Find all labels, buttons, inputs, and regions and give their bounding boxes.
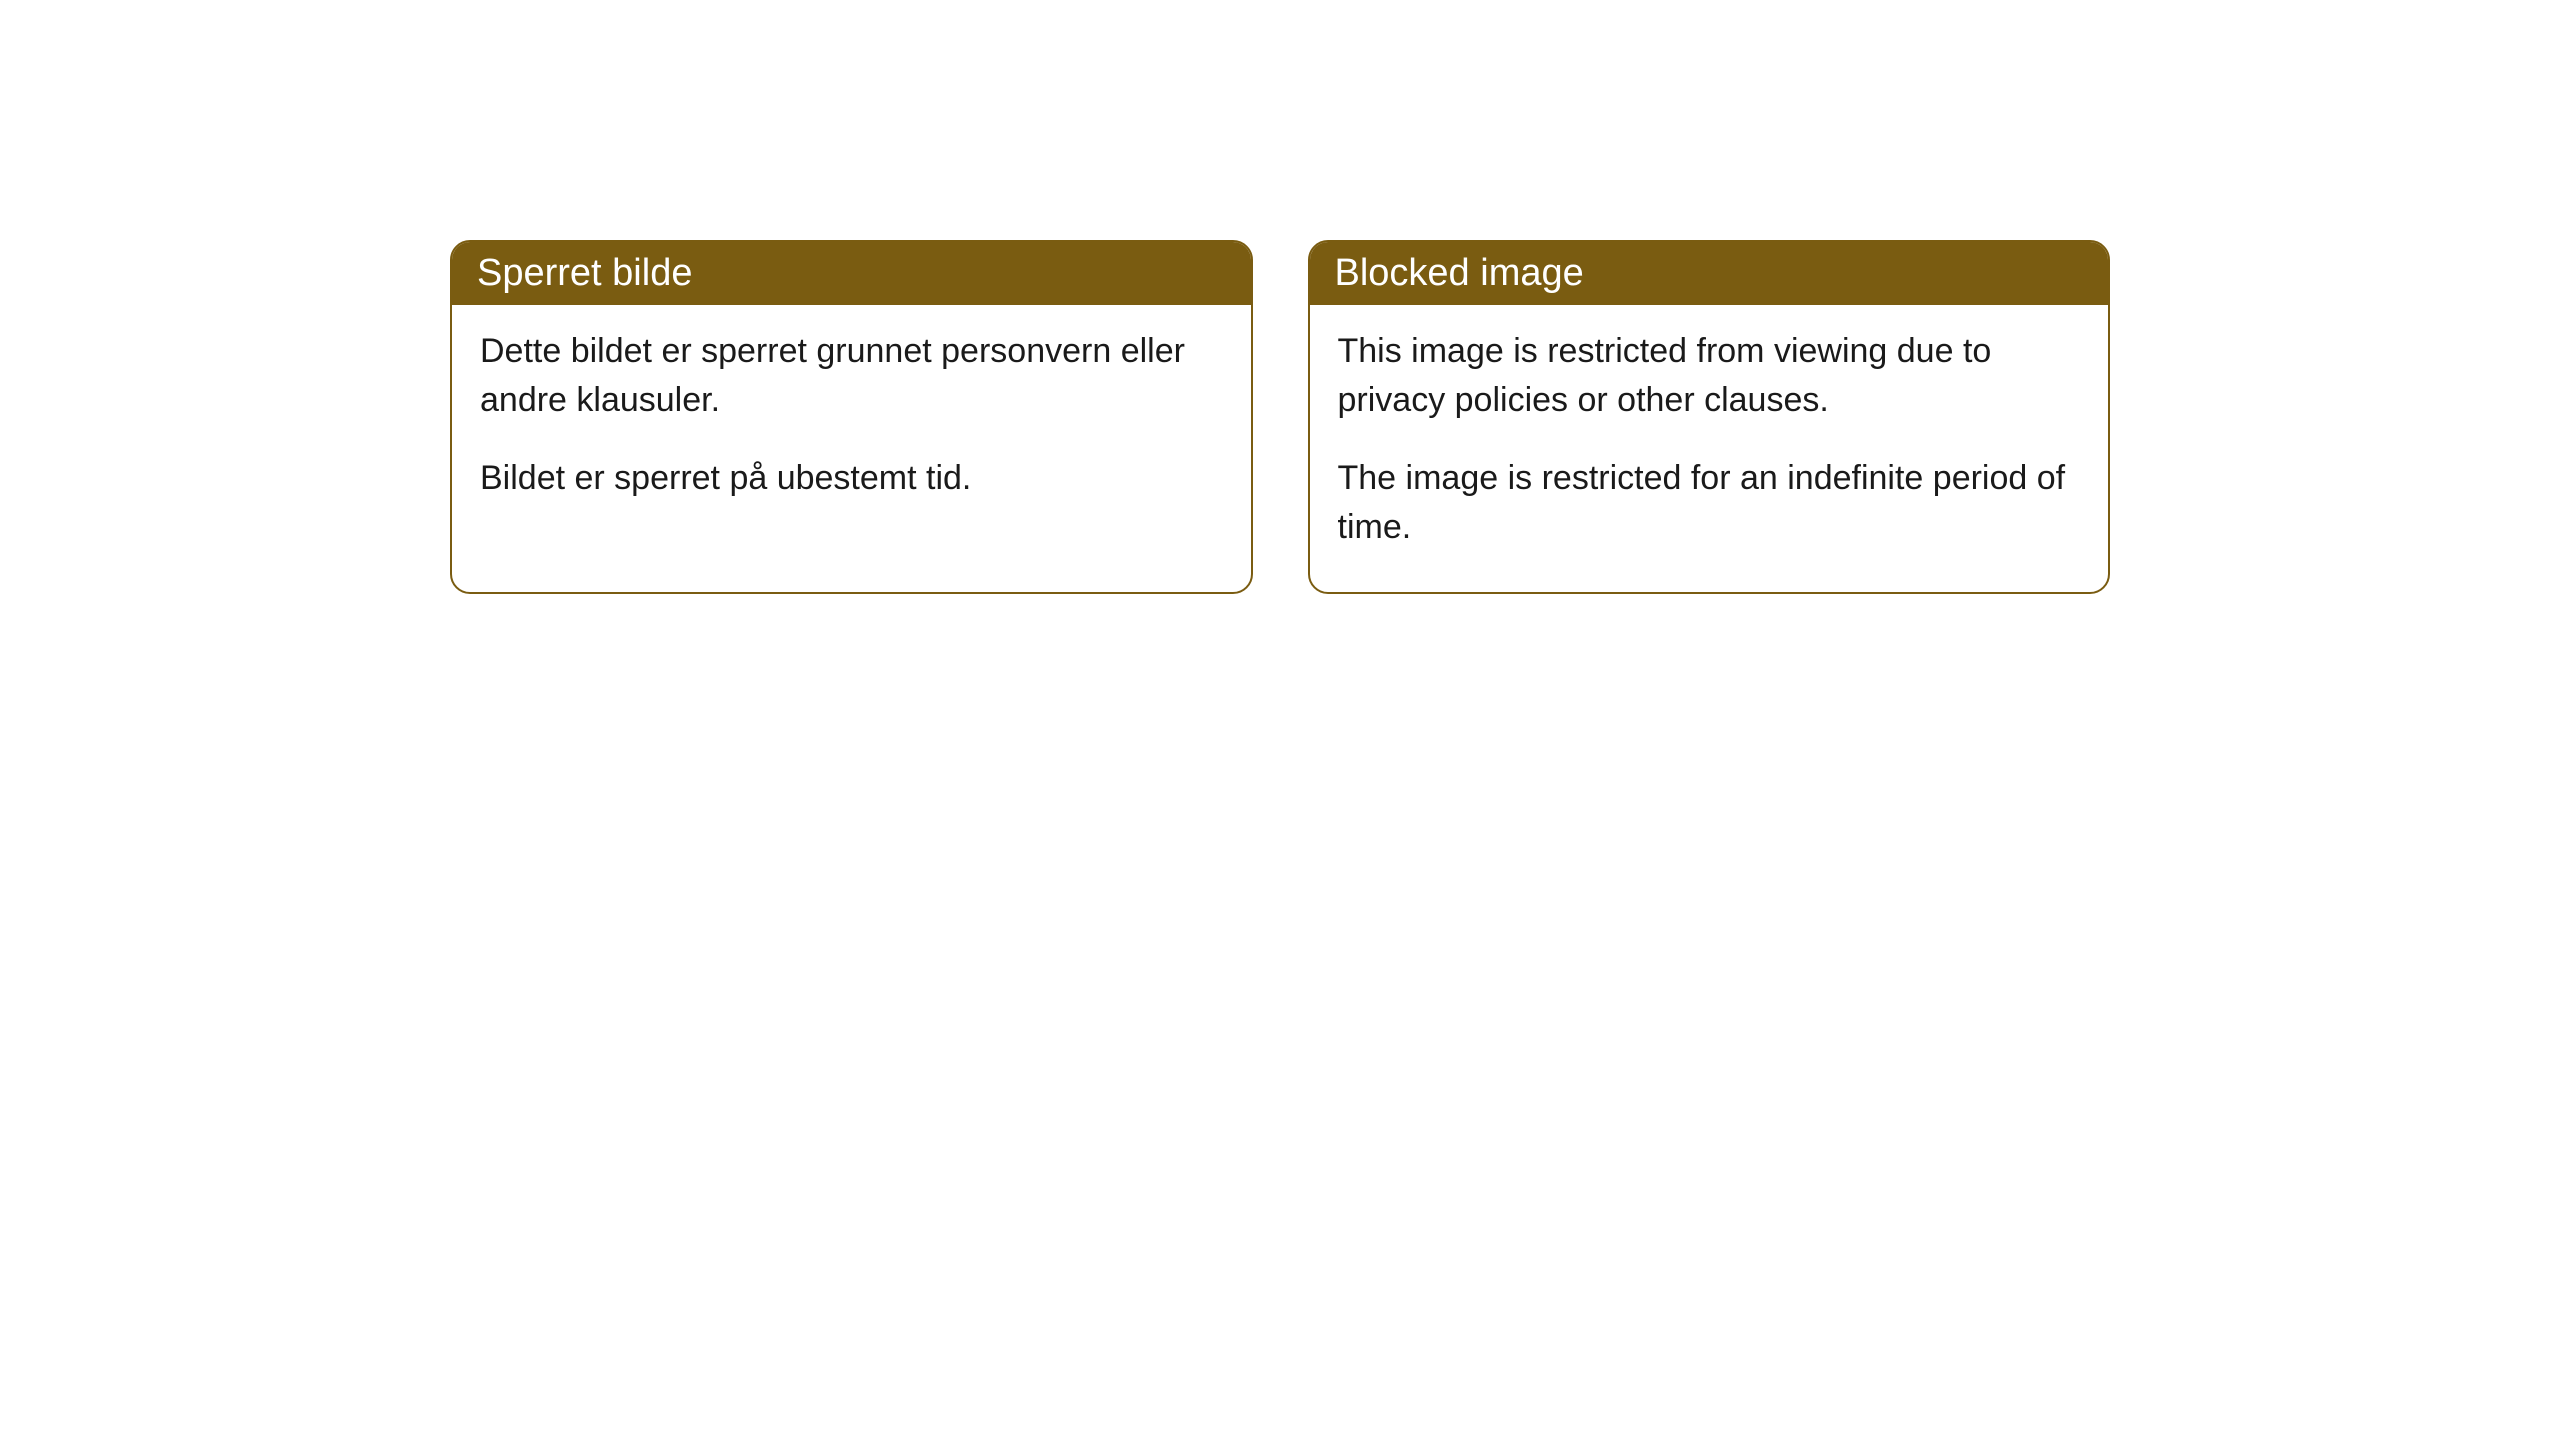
blocked-image-card-english: Blocked image This image is restricted f…: [1308, 240, 2111, 594]
card-header-norwegian: Sperret bilde: [452, 242, 1251, 305]
card-title-english: Blocked image: [1335, 252, 1584, 294]
blocked-image-card-norwegian: Sperret bilde Dette bildet er sperret gr…: [450, 240, 1253, 594]
card-header-english: Blocked image: [1310, 242, 2109, 305]
notice-cards-container: Sperret bilde Dette bildet er sperret gr…: [0, 240, 2560, 594]
card-paragraph-1-english: This image is restricted from viewing du…: [1338, 327, 2081, 426]
card-body-norwegian: Dette bildet er sperret grunnet personve…: [452, 305, 1251, 543]
card-title-norwegian: Sperret bilde: [477, 252, 692, 294]
card-paragraph-1-norwegian: Dette bildet er sperret grunnet personve…: [480, 327, 1223, 426]
card-paragraph-2-norwegian: Bildet er sperret på ubestemt tid.: [480, 454, 1223, 503]
card-paragraph-2-english: The image is restricted for an indefinit…: [1338, 454, 2081, 553]
card-body-english: This image is restricted from viewing du…: [1310, 305, 2109, 592]
